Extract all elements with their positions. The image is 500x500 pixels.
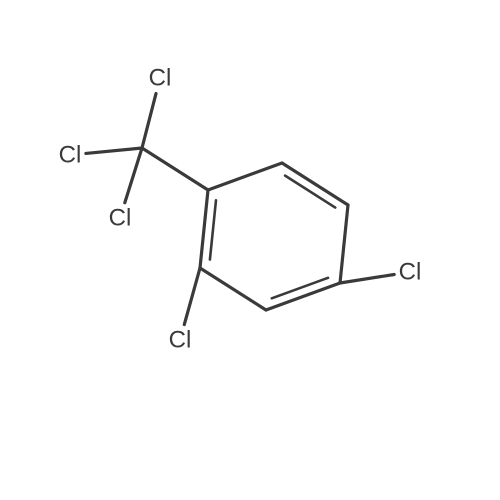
molecule-canvas: Cl Cl Cl Cl Cl (0, 0, 500, 500)
atom-label-cl_b: Cl (59, 142, 82, 169)
atom-label-cl_ring4: Cl (399, 259, 422, 286)
atom-label-cl_ring6: Cl (169, 327, 192, 354)
atom-label-cl_c: Cl (109, 205, 132, 232)
atom-label-cl_a: Cl (149, 65, 172, 92)
